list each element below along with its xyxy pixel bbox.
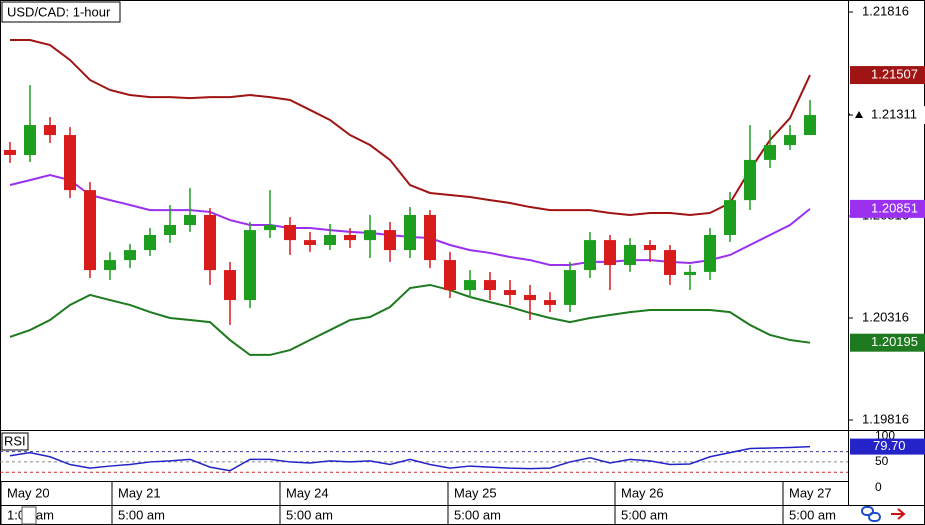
candle-body — [184, 215, 196, 225]
chart-title: USD/CAD: 1-hour — [7, 4, 111, 19]
candle-body — [364, 230, 376, 241]
candle-body — [504, 290, 516, 295]
candle-body — [724, 200, 736, 235]
candle-body — [624, 244, 636, 265]
rsi-line — [9, 445, 811, 472]
candle-body — [684, 271, 696, 275]
rsi-title: RSI — [4, 433, 26, 448]
y-tick-label: 1.20316 — [862, 309, 909, 324]
candle-body — [604, 240, 616, 265]
candle-body — [704, 234, 716, 272]
x-tick-label: May 25 — [454, 485, 497, 500]
band-value-label: 1.20195 — [871, 334, 918, 349]
x-tick-label: May 27 — [789, 485, 832, 500]
candle-body — [464, 280, 476, 291]
candle-body — [24, 125, 36, 156]
candle-body — [144, 234, 156, 251]
arrow-icon[interactable] — [891, 508, 906, 520]
candle-body — [344, 234, 356, 241]
rsi-title-box — [1, 432, 29, 451]
band-line — [9, 283, 811, 356]
candle-body — [44, 125, 56, 136]
candles-layer — [4, 85, 816, 325]
last-price-box — [850, 106, 925, 125]
rsi-tick-label: 0 — [875, 480, 882, 494]
band-value-box — [850, 333, 925, 352]
candle-body — [524, 294, 536, 301]
band-line — [10, 38, 811, 217]
candle-body — [664, 250, 676, 275]
x-tick-label: May 26 — [621, 485, 664, 500]
x-tick-time: 5:00 am — [286, 507, 333, 522]
candle-body — [564, 270, 576, 305]
cursor-box — [21, 506, 37, 525]
candle-body — [204, 215, 216, 271]
candle-body — [424, 215, 436, 261]
candle-body — [444, 260, 456, 291]
link-icon[interactable] — [861, 506, 881, 522]
candle-body — [64, 135, 76, 191]
candle-body — [644, 244, 656, 251]
candle-body — [544, 300, 556, 305]
candle-body — [304, 240, 316, 245]
candle-body — [804, 115, 816, 136]
candle-body — [164, 224, 176, 235]
band-value-box — [850, 66, 925, 85]
last-price-marker — [855, 111, 863, 119]
candle-body — [744, 159, 756, 201]
candle-body — [324, 234, 336, 245]
candle-body — [764, 145, 776, 160]
x-tick-time: 5:00 am — [789, 507, 836, 522]
candle-body — [784, 135, 796, 146]
x-tick-label: May 20 — [7, 485, 50, 500]
bands-layer — [9, 38, 811, 356]
candle-body — [404, 215, 416, 251]
rsi-value-label: 79.70 — [873, 438, 906, 453]
last-price-label: 1.21311 — [871, 106, 917, 121]
rsi-value-box — [850, 438, 925, 455]
x-tick-label: May 21 — [118, 485, 161, 500]
x-tick-time: 5:00 am — [454, 507, 501, 522]
candle-body — [4, 149, 16, 156]
candle-body — [384, 230, 396, 251]
candle-body — [484, 280, 496, 291]
band-value-label: 1.21507 — [871, 67, 918, 82]
candle-body — [84, 190, 96, 271]
candle-body — [104, 260, 116, 271]
y-tick-label: 1.21816 — [862, 3, 909, 18]
y-tick-label: 1.19816 — [862, 411, 909, 426]
title-box — [1, 1, 121, 23]
candle-body — [124, 250, 136, 261]
candle-body — [284, 224, 296, 241]
x-tick-label: May 24 — [286, 485, 329, 500]
x-tick-time: 5:00 am — [118, 507, 165, 522]
band-value-box — [850, 199, 925, 218]
candle-body — [264, 224, 276, 231]
candle-body — [244, 230, 256, 301]
candle-body — [584, 240, 596, 271]
x-tick-time: 5:00 am — [621, 507, 668, 522]
rsi-tick-label: 50 — [875, 454, 889, 468]
band-value-label: 1.20851 — [871, 200, 918, 215]
candle-body — [224, 270, 236, 301]
